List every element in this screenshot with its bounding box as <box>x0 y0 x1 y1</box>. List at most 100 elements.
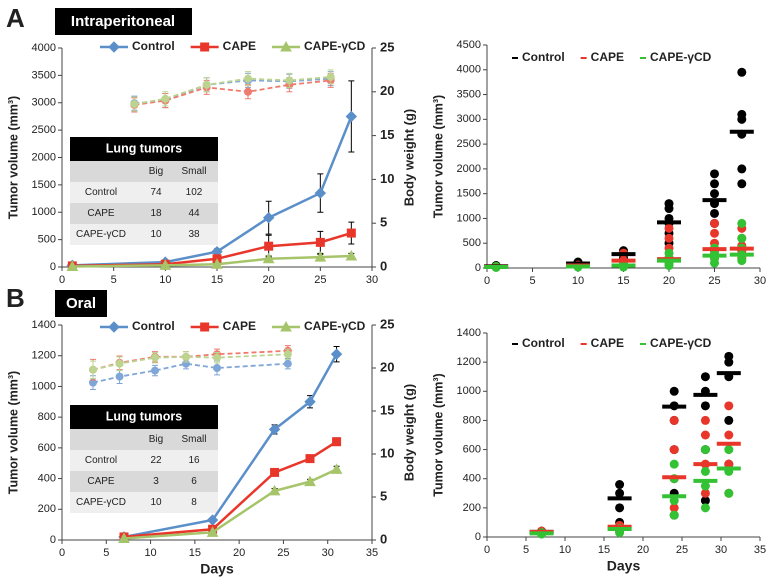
table-row-bg <box>70 182 218 203</box>
legend-label: Control <box>522 336 565 350</box>
panel-title: Intraperitoneal <box>71 13 175 30</box>
data-point <box>669 459 679 469</box>
y-tick-label: 600 <box>463 443 481 455</box>
legend-marker <box>108 321 120 333</box>
data-point <box>737 164 747 174</box>
legend-label: CAPE <box>591 50 624 64</box>
x-tick-label: 25 <box>277 547 289 559</box>
y2-tick-label: 5 <box>380 215 387 230</box>
data-point <box>700 488 710 498</box>
data-point <box>710 218 719 228</box>
body-weight-point <box>283 350 292 359</box>
data-point <box>710 228 719 238</box>
data-point <box>330 463 343 474</box>
y2-tick-label: 5 <box>380 488 387 503</box>
data-point <box>345 110 358 123</box>
y2-tick-label: 15 <box>380 127 394 142</box>
body-weight-point <box>244 87 252 96</box>
table-header: Big <box>149 434 163 445</box>
x-tick-label: 10 <box>572 275 584 287</box>
body-weight-point <box>283 359 292 368</box>
legend-marker <box>200 42 210 52</box>
data-point <box>664 248 674 258</box>
x-tick-label: 5 <box>523 544 529 556</box>
data-point <box>669 386 679 396</box>
body-weight-line <box>134 79 331 106</box>
y-tick-label: 4000 <box>457 64 481 76</box>
y-tick-label: 600 <box>38 442 56 454</box>
y-tick-label: 1500 <box>32 179 56 191</box>
data-point <box>264 241 274 251</box>
data-point <box>737 179 747 189</box>
data-point <box>724 430 734 440</box>
body-weight-point <box>161 94 170 103</box>
body-weight-point <box>244 74 252 83</box>
data-point <box>737 109 747 119</box>
y-tick-label: 3000 <box>457 113 481 125</box>
x-tick-label: 10 <box>559 544 571 556</box>
x-tick-label: 15 <box>617 275 629 287</box>
data-point <box>664 199 674 209</box>
x-axis-label: Days <box>200 561 234 577</box>
legend-label: CAPE-γCD <box>304 39 366 53</box>
panel-title-box <box>55 290 107 317</box>
y-tick-label: 0 <box>50 261 56 273</box>
data-point <box>314 251 327 262</box>
body-weight-point <box>213 353 221 362</box>
panel-label: B <box>6 283 25 313</box>
data-point <box>737 67 747 77</box>
x-tick-label: 0 <box>484 275 490 287</box>
x-tick-label: 15 <box>189 547 201 559</box>
data-point <box>710 169 719 179</box>
body-weight-point <box>151 353 159 362</box>
table-header: Small <box>181 166 206 177</box>
table-cell: CAPE-γCD <box>76 497 126 508</box>
x-tick-label: 30 <box>754 275 766 287</box>
data-point <box>346 228 356 238</box>
y-tick-label: 1200 <box>32 350 56 362</box>
y-tick-label: 500 <box>463 237 481 249</box>
x-tick-label: 25 <box>708 275 720 287</box>
body-weight-point <box>130 100 139 109</box>
y2-tick-label: 0 <box>380 258 387 273</box>
x-tick-label: 0 <box>59 547 65 559</box>
table-row-bg <box>70 450 218 471</box>
x-tick-label: 15 <box>211 274 223 286</box>
y-tick-label: 0 <box>475 531 481 543</box>
table-row-bg <box>70 492 218 513</box>
table-cell: 10 <box>150 229 162 240</box>
table-title: Lung tumors <box>106 141 182 155</box>
legend-marker <box>200 322 210 332</box>
legend-label: Control <box>132 319 175 333</box>
y-axis-label: Tumor volume (mm³) <box>431 95 445 218</box>
x-tick-label: 5 <box>111 274 117 286</box>
table-title: Lung tumors <box>106 409 182 423</box>
x-tick-label: 10 <box>144 547 156 559</box>
table-cell: Control <box>85 455 117 466</box>
data-point <box>211 258 223 269</box>
table-cell: 74 <box>150 187 162 198</box>
data-point <box>700 481 710 491</box>
data-point <box>700 445 710 455</box>
y2-tick-label: 25 <box>380 39 394 54</box>
y-tick-label: 500 <box>38 234 56 246</box>
x-tick-label: 25 <box>676 544 688 556</box>
x-tick-label: 30 <box>322 547 334 559</box>
data-point <box>700 401 710 411</box>
y-tick-label: 1400 <box>457 327 481 339</box>
y2-tick-label: 25 <box>380 316 394 331</box>
x-tick-label: 10 <box>159 274 171 286</box>
table-header-bg <box>70 161 218 182</box>
body-weight-point <box>213 364 221 372</box>
table-cell: Control <box>85 187 117 198</box>
y-tick-label: 4500 <box>457 39 481 51</box>
table-cell: 3 <box>153 476 159 487</box>
x-tick-label: 5 <box>103 547 109 559</box>
table-header: Big <box>149 166 163 177</box>
table-cell: 22 <box>150 455 162 466</box>
data-point <box>615 480 625 490</box>
data-point <box>700 372 710 382</box>
data-point <box>737 233 747 243</box>
y-tick-label: 2000 <box>457 163 481 175</box>
